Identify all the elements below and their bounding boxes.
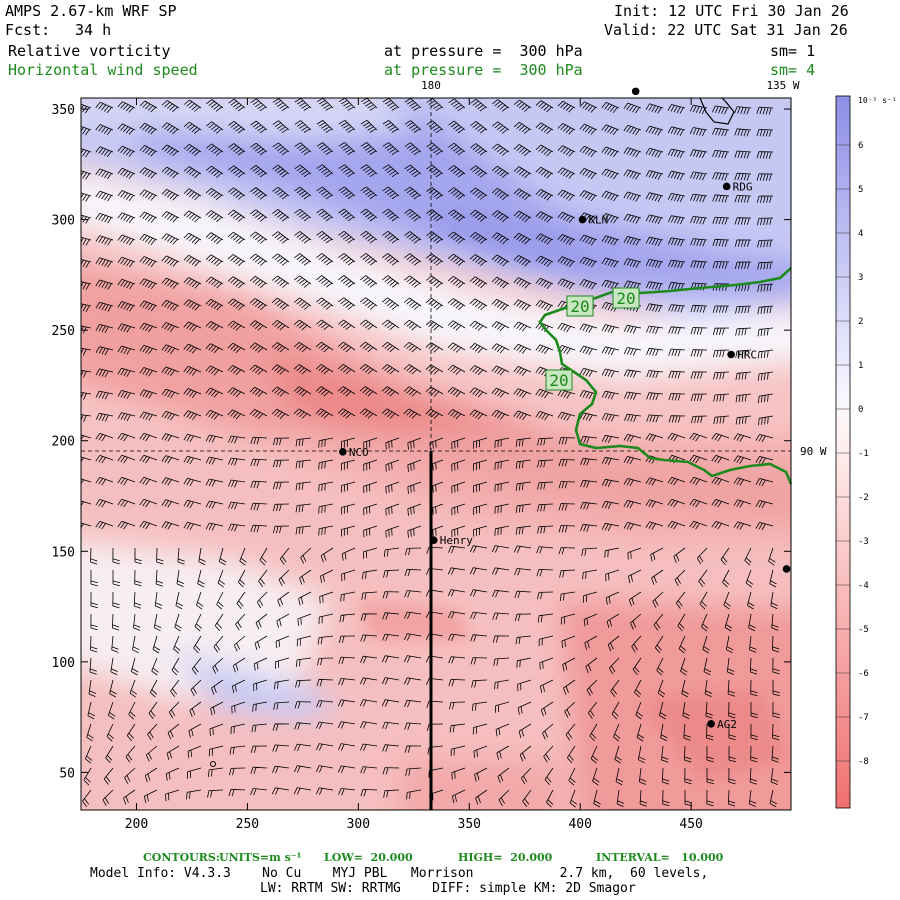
colorbar-label: 5	[858, 185, 863, 195]
station-dot	[722, 182, 731, 191]
colorbar-label: -6	[858, 669, 869, 679]
station-label: Henry	[440, 534, 473, 547]
station-dot	[707, 719, 715, 728]
contour-label-2: 20	[612, 287, 640, 309]
colorbar-label: -3	[858, 537, 869, 547]
y-axis: 50 100 150 200 250 300 350	[52, 103, 791, 781]
station-dot	[727, 350, 735, 359]
station-label: AG2	[717, 718, 737, 731]
colorbar-label: -2	[858, 493, 869, 503]
station-label: RDG	[733, 180, 753, 193]
contours-low: LOW= 20.000	[324, 851, 413, 864]
colorbar-label: -5	[858, 625, 869, 635]
svg-text:20: 20	[549, 371, 568, 390]
coastline	[699, 97, 735, 125]
model-title: AMPS 2.67-km WRF SP	[5, 2, 177, 20]
y-tick-label: 150	[52, 545, 75, 560]
station-dot	[578, 215, 587, 224]
init-time: Init: 12 UTC Fri 30 Jan 26	[614, 2, 849, 20]
colorbar-label: -4	[858, 581, 869, 591]
y-tick-label: 300	[52, 214, 75, 229]
valid-time: Valid: 22 UTC Sat 31 Jan 26	[604, 21, 848, 39]
y-tick-label: 100	[52, 656, 75, 671]
x-tick-label: 350	[458, 817, 481, 832]
station-dot	[631, 87, 640, 96]
x-tick-label: 400	[568, 817, 591, 832]
contour-label-1: 20	[566, 295, 594, 317]
station-label: KLN	[588, 214, 608, 227]
physics-info: LW: RRTM SW: RRTMG DIFF: simple KM: 2D S…	[260, 881, 636, 896]
colorbar-label: 6	[858, 141, 863, 151]
contours-interval: INTERVAL= 10.000	[596, 851, 724, 864]
y-tick-label: 350	[52, 103, 75, 118]
plot-frame	[80, 97, 792, 811]
svg-text:20: 20	[570, 297, 589, 316]
forecast-label: Fcst:	[5, 21, 51, 39]
meridian-label-135w: 135 W	[766, 79, 799, 92]
wind-speed-contour	[538, 267, 793, 485]
forecast-hour: 34 h	[75, 21, 112, 39]
model-info: Model Info: V4.3.3 No Cu MYJ PBL Morriso…	[90, 866, 709, 881]
contour-label-3: 20	[545, 369, 573, 391]
x-tick-label: 450	[679, 817, 702, 832]
x-tick-label: 250	[236, 817, 259, 832]
barb-path	[81, 98, 780, 808]
marker-circle	[210, 761, 216, 767]
colorbar-ticks: 6 5 4 3 2 1 0 -1 -2 -3 -4 -5 -6 -7 -8	[836, 141, 869, 767]
field1-name: Relative vorticity	[8, 42, 171, 60]
colorbar-label: 0	[858, 405, 863, 415]
field2-level: at pressure = 300 hPa	[384, 61, 583, 79]
field2-smoothing: sm= 4	[770, 61, 816, 79]
colorbar-label: -7	[858, 713, 869, 723]
x-tick-label: 300	[347, 817, 370, 832]
station-dot	[339, 447, 347, 456]
y-tick-label: 50	[59, 766, 75, 781]
y-tick-label: 250	[52, 324, 75, 339]
x-tick-label: 200	[125, 817, 148, 832]
colorbar-label: -1	[858, 449, 869, 459]
colorbar-label: -8	[858, 757, 869, 767]
colorbar	[835, 95, 851, 809]
station-markers: RDG KLN HRC NCO Henry AG2	[210, 87, 791, 767]
svg-text:20: 20	[616, 289, 635, 308]
field1-smoothing: sm= 1	[770, 42, 816, 60]
meridian-label-180: 180	[421, 79, 441, 92]
meridian-label-90w: 90 W	[800, 445, 827, 458]
x-axis: 200 250 300 350 400 450	[125, 98, 703, 832]
station-label: NCO	[349, 446, 369, 459]
contours-label: CONTOURS:	[143, 851, 220, 864]
field1-level: at pressure = 300 hPa	[384, 42, 583, 60]
y-tick-label: 200	[52, 435, 75, 450]
colorbar-units: 10⁻⁵ s⁻¹	[858, 96, 897, 105]
colorbar-label: 3	[858, 273, 863, 283]
contours-units: UNITS=m s⁻¹	[219, 851, 302, 864]
station-dot	[429, 536, 438, 545]
contours-high: HIGH= 20.000	[458, 851, 553, 864]
colorbar-label: 4	[858, 229, 863, 239]
station-label: HRC	[737, 348, 757, 361]
colorbar-label: 2	[858, 317, 863, 327]
colorbar-label: 1	[858, 361, 863, 371]
field2-name: Horizontal wind speed	[8, 61, 198, 79]
wind-barbs	[81, 98, 780, 808]
station-dot	[782, 565, 791, 573]
